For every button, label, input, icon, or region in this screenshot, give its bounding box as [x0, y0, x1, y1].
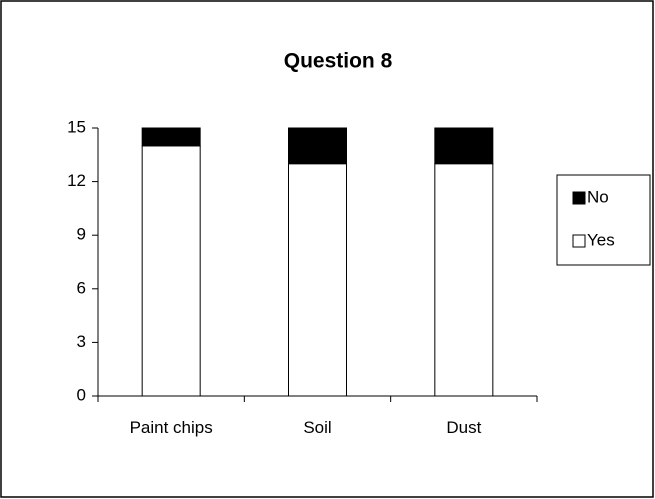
x-tick-label: Dust	[446, 418, 482, 437]
bar-segment	[288, 163, 347, 397]
y-tick-label: 12	[67, 171, 86, 190]
bar-segment	[288, 127, 347, 165]
y-tick-label: 15	[67, 117, 86, 136]
x-tick-label: Paint chips	[129, 418, 213, 437]
bar-segment	[434, 127, 494, 165]
legend-label: Yes	[587, 230, 615, 249]
bar-segment	[434, 163, 494, 397]
y-tick-label: 3	[77, 332, 86, 351]
x-tick-label: Soil	[303, 418, 332, 437]
legend-swatch	[572, 234, 586, 248]
bar-segment	[141, 145, 201, 397]
y-tick-label: 6	[77, 278, 86, 297]
chart-title: Question 8	[284, 50, 393, 73]
legend-box	[556, 174, 651, 266]
y-tick-label: 0	[77, 385, 86, 404]
legend-swatch	[572, 191, 586, 205]
bar-segment	[141, 127, 201, 147]
legend-label: No	[587, 187, 609, 206]
y-tick-label: 9	[77, 225, 86, 244]
